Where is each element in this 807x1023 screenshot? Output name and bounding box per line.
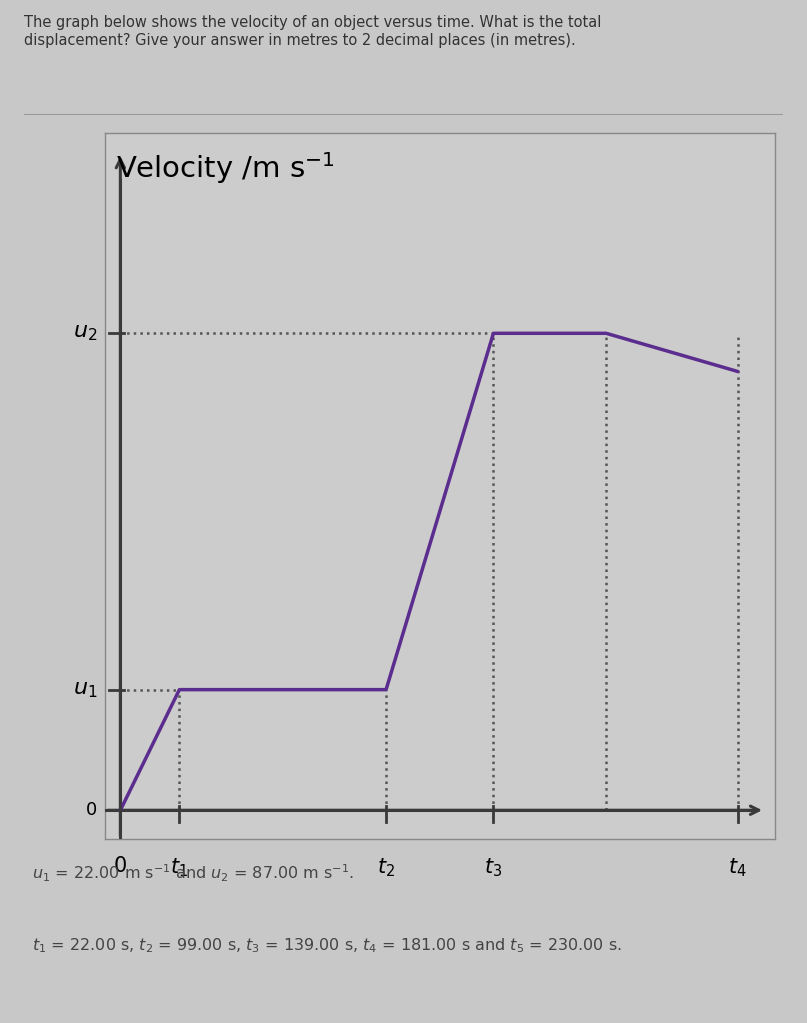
Text: $t_4$: $t_4$ — [729, 856, 747, 879]
Text: 0: 0 — [114, 856, 127, 876]
Text: $u_1$: $u_1$ — [73, 679, 97, 700]
Text: $u_1$ = 22.00 m s$^{-1}$ and $u_2$ = 87.00 m s$^{-1}$.: $u_1$ = 22.00 m s$^{-1}$ and $u_2$ = 87.… — [31, 863, 354, 885]
Text: Velocity /m s$^{-1}$: Velocity /m s$^{-1}$ — [115, 150, 334, 186]
Text: $t_3$: $t_3$ — [484, 856, 503, 879]
Text: The graph below shows the velocity of an object versus time. What is the total
d: The graph below shows the velocity of an… — [24, 15, 601, 48]
Text: $t_2$: $t_2$ — [377, 856, 395, 879]
Text: $t_1$: $t_1$ — [170, 856, 188, 879]
Text: $u_2$: $u_2$ — [73, 323, 97, 344]
Text: $t_1$ = 22.00 s, $t_2$ = 99.00 s, $t_3$ = 139.00 s, $t_4$ = 181.00 s and $t_5$ =: $t_1$ = 22.00 s, $t_2$ = 99.00 s, $t_3$ … — [31, 936, 621, 954]
Text: 0: 0 — [86, 801, 97, 819]
